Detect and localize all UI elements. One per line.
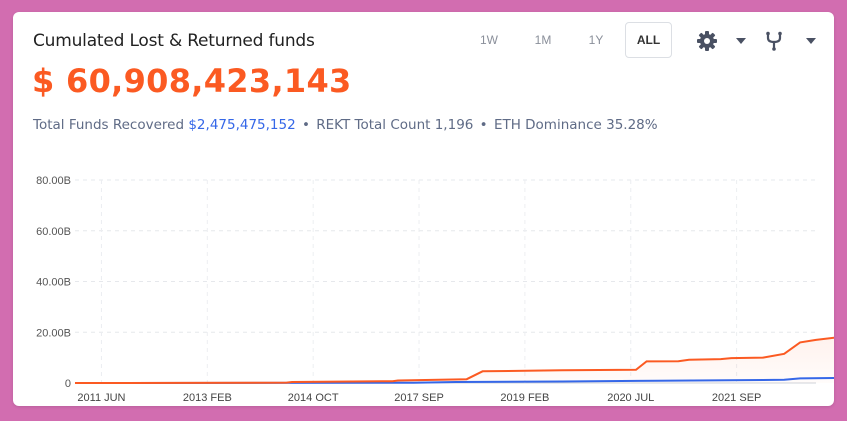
- range-1y-button[interactable]: 1Y: [588, 33, 604, 47]
- gear-icon[interactable]: [696, 30, 718, 52]
- x-tick-label: 2017 SEP: [394, 392, 444, 404]
- y-tick-label: 60.00B: [36, 226, 71, 238]
- chart-grid: [75, 179, 816, 384]
- recovered-label: Total Funds Recovered: [33, 117, 185, 133]
- card-title: Cumulated Lost & Returned funds: [33, 31, 315, 51]
- fork-icon[interactable]: [763, 30, 785, 52]
- recovered-value[interactable]: $2,475,475,152: [188, 117, 296, 133]
- rekt-count: REKT Total Count 1,196: [316, 117, 474, 133]
- lost-funds-area: [75, 337, 834, 383]
- x-tick-label: 2021 SEP: [712, 392, 762, 404]
- total-lost-value: $ 60,908,423,143: [32, 62, 352, 100]
- range-all-button[interactable]: ALL: [625, 22, 672, 58]
- y-tick-label: 20.00B: [36, 327, 71, 339]
- x-tick-label: 2013 FEB: [183, 392, 232, 404]
- cumulative-funds-chart: 80.00B 60.00B 40.00B 20.00B 0 2011 JUN 2013 F…: [36, 175, 834, 404]
- y-tick-label: 40.00B: [36, 277, 71, 289]
- lost-funds-line: [74, 336, 834, 384]
- y-axis: 80.00B 60.00B 40.00B 20.00B 0: [36, 175, 71, 390]
- x-tick-label: 2011 JUN: [77, 392, 125, 404]
- x-tick-label: 2019 FEB: [500, 392, 549, 404]
- stats-line: Total Funds Recovered $2,475,475,152 • R…: [33, 117, 658, 133]
- x-tick-label: 2014 OCT: [288, 392, 339, 404]
- y-tick-label: 80.00B: [36, 175, 71, 187]
- chart-card: Cumulated Lost & Returned funds $ 60,908…: [13, 12, 834, 406]
- x-axis: 2011 JUN 2013 FEB 2014 OCT 2017 SEP 2019 FEB…: [77, 392, 761, 404]
- eth-dominance: ETH Dominance 35.28%: [493, 117, 658, 133]
- y-tick-label: 0: [65, 378, 71, 390]
- caret-down-icon[interactable]: [800, 30, 822, 52]
- stat-separator: •: [302, 117, 310, 133]
- caret-down-icon[interactable]: [730, 30, 752, 52]
- range-1w-button[interactable]: 1W: [480, 33, 498, 47]
- range-1m-button[interactable]: 1M: [534, 33, 552, 47]
- x-tick-label: 2020 JUL: [607, 392, 654, 404]
- stat-separator: •: [479, 117, 488, 133]
- returned-funds-line: [74, 377, 834, 384]
